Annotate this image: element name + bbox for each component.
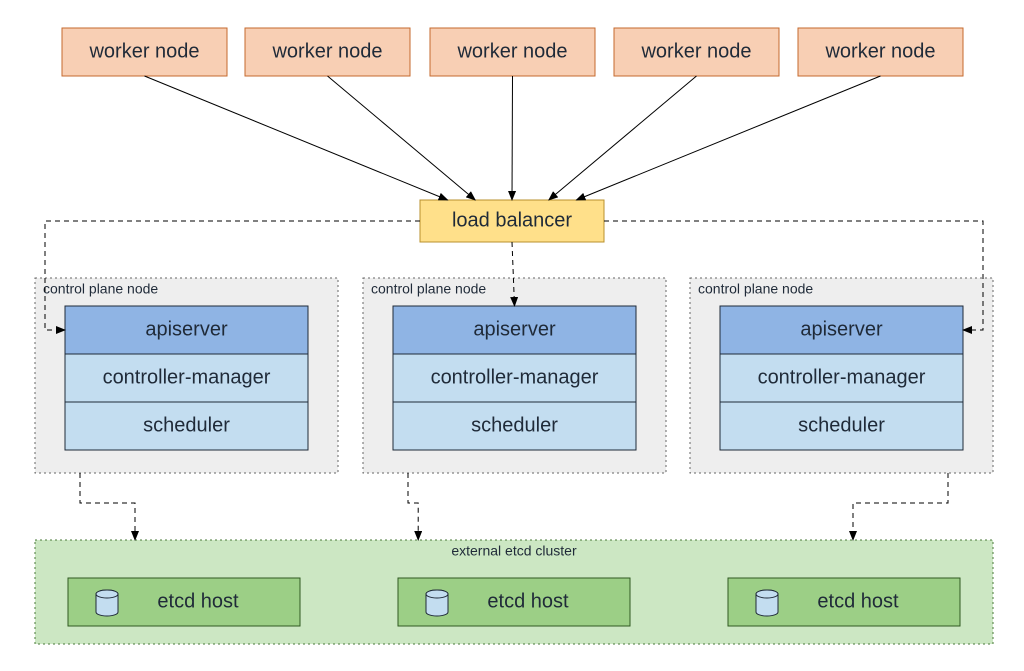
svg-text:control plane node: control plane node [43, 281, 158, 297]
svg-text:worker node: worker node [640, 40, 751, 62]
svg-text:apiserver: apiserver [800, 318, 883, 340]
svg-text:controller-manager: controller-manager [431, 366, 599, 388]
svg-text:controller-manager: controller-manager [103, 366, 271, 388]
edge-cp-to-etcd [408, 473, 418, 540]
svg-text:worker node: worker node [456, 40, 567, 62]
svg-text:control plane node: control plane node [698, 281, 813, 297]
svg-text:etcd host: etcd host [817, 590, 899, 612]
edge-worker-to-lb [512, 76, 513, 200]
database-icon [96, 590, 118, 616]
architecture-diagram: worker node worker node worker node worker … [0, 0, 1024, 671]
svg-text:control plane node: control plane node [371, 281, 486, 297]
edge-cp-to-etcd [853, 473, 948, 540]
svg-text:worker node: worker node [88, 40, 199, 62]
svg-text:apiserver: apiserver [145, 318, 228, 340]
svg-text:scheduler: scheduler [798, 414, 885, 436]
database-icon [756, 590, 778, 616]
svg-text:worker node: worker node [271, 40, 382, 62]
database-icon [426, 590, 448, 616]
svg-text:etcd host: etcd host [157, 590, 239, 612]
svg-text:apiserver: apiserver [473, 318, 556, 340]
svg-text:external etcd cluster: external etcd cluster [451, 543, 577, 559]
edge-cp-to-etcd [80, 473, 135, 540]
svg-text:scheduler: scheduler [471, 414, 558, 436]
edge-worker-to-lb [145, 76, 448, 200]
svg-text:worker node: worker node [824, 40, 935, 62]
svg-text:controller-manager: controller-manager [758, 366, 926, 388]
svg-text:scheduler: scheduler [143, 414, 230, 436]
svg-text:load balancer: load balancer [452, 209, 572, 231]
svg-text:etcd host: etcd host [487, 590, 569, 612]
